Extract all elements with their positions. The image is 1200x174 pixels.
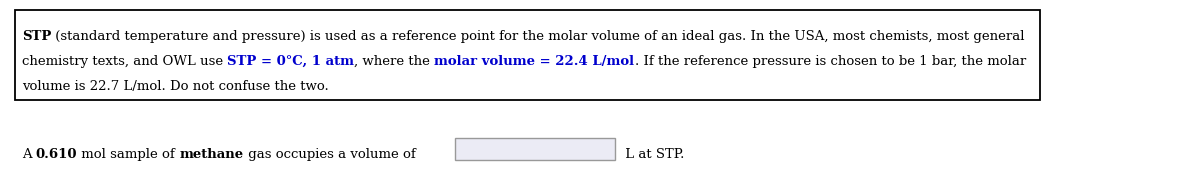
Text: A: A	[22, 148, 36, 161]
Text: . If the reference pressure is chosen to be 1 bar, the molar: . If the reference pressure is chosen to…	[635, 55, 1026, 68]
Text: , where the: , where the	[354, 55, 434, 68]
Text: methane: methane	[179, 148, 244, 161]
Text: (standard temperature and pressure) is used as a reference point for the molar v: (standard temperature and pressure) is u…	[52, 30, 1025, 43]
Text: molar volume = 22.4 L/mol: molar volume = 22.4 L/mol	[434, 55, 635, 68]
Text: mol sample of: mol sample of	[77, 148, 179, 161]
Text: volume is 22.7 L/mol. Do not confuse the two.: volume is 22.7 L/mol. Do not confuse the…	[22, 80, 329, 93]
Text: L at STP.: L at STP.	[622, 148, 684, 161]
Text: STP = 0°C, 1 atm: STP = 0°C, 1 atm	[227, 55, 354, 68]
Text: gas occupies a volume of: gas occupies a volume of	[244, 148, 415, 161]
Bar	[455, 138, 616, 160]
Text: chemistry texts, and OWL use: chemistry texts, and OWL use	[22, 55, 227, 68]
Bar	[14, 10, 1040, 100]
Text: 0.610: 0.610	[36, 148, 77, 161]
Text: STP: STP	[22, 30, 52, 43]
